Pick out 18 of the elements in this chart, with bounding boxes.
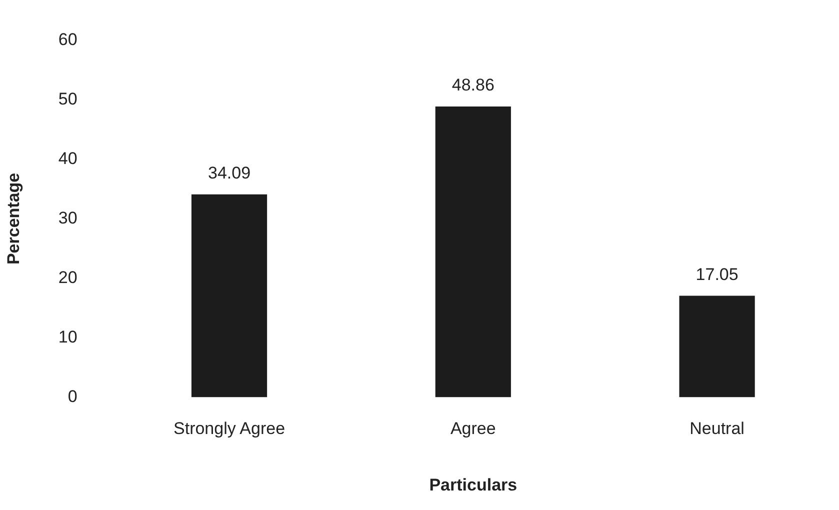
data-label: 34.09 [208,164,251,183]
y-axis-title: Percentage [4,172,23,265]
bar [191,194,268,398]
bar [679,296,755,398]
bar [435,106,511,398]
y-tick-label: 40 [58,148,78,168]
y-tick-label: 50 [58,89,78,108]
y-tick-label: 0 [68,386,78,406]
x-axis-title: Particulars [429,475,518,494]
data-label: 48.86 [452,76,494,95]
y-tick-label: 20 [58,268,78,287]
y-tick-label: 30 [58,208,78,228]
y-tick-label: 60 [58,30,78,49]
x-tick-label: Neutral [690,419,744,438]
y-tick-label: 10 [58,327,78,346]
x-tick-label: Strongly Agree [174,419,286,438]
data-label: 17.05 [696,264,738,284]
x-tick-label: Agree [450,419,496,438]
